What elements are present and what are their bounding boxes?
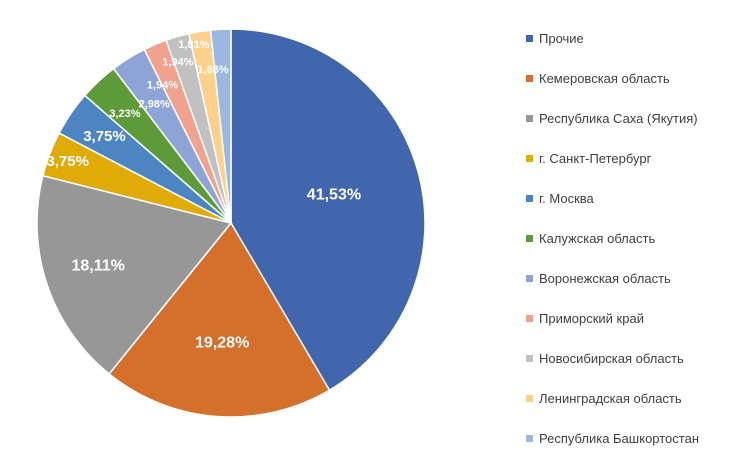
data-label-10: 1,81%: [178, 39, 209, 51]
data-label-6: 3,23%: [109, 108, 140, 120]
legend-item-6: Калужская область: [526, 218, 736, 258]
legend-label: Воронежская область: [539, 270, 671, 286]
legend-swatch: [526, 274, 533, 282]
data-label-7: 2,98%: [139, 98, 170, 110]
legend-item-7: Воронежская область: [526, 258, 736, 298]
legend-label: Республика Саха (Якутия): [539, 110, 698, 126]
legend-label: Кемеровская область: [539, 70, 670, 86]
pie-slice-3: [36, 174, 233, 376]
legend-swatch: [526, 34, 533, 42]
data-label-9: 1,94%: [162, 57, 193, 69]
legend-swatch: [526, 394, 533, 402]
legend-item-1: Прочие: [526, 18, 736, 58]
data-label-3: 18,11%: [72, 258, 125, 275]
legend-item-4: г. Санкт-Петербург: [526, 138, 736, 178]
pie-slice-11: [209, 28, 232, 224]
legend-label: Прочие: [539, 30, 584, 46]
pie-slice-1: [230, 28, 426, 392]
legend-item-2: Кемеровская область: [526, 58, 736, 98]
legend-swatch: [526, 74, 533, 82]
legend-item-9: Новосибирская область: [526, 338, 736, 378]
data-label-4: 3,75%: [46, 153, 89, 170]
legend-label: г. Санкт-Петербург: [539, 150, 652, 166]
legend-label: Приморский край: [539, 310, 644, 326]
legend-label: г. Москва: [539, 190, 594, 206]
pie-slice-2: [108, 221, 331, 418]
legend-label: Калужская область: [539, 230, 656, 246]
legend-label: Республика Башкортостан: [539, 430, 699, 446]
legend-swatch: [526, 354, 533, 362]
legend-swatch: [526, 434, 533, 442]
legend: Прочие Кемеровская область Республика Саха…: [526, 18, 736, 458]
legend-swatch: [526, 234, 533, 242]
legend-swatch: [526, 314, 533, 322]
data-label-5: 3,75%: [83, 128, 126, 145]
data-label-11: 1,68%: [197, 64, 228, 76]
legend-label: Ленинградская область: [539, 390, 682, 406]
legend-swatch: [526, 194, 533, 202]
legend-swatch: [526, 154, 533, 162]
legend-item-11: Республика Башкортостан: [526, 418, 736, 458]
legend-swatch: [526, 114, 533, 122]
legend-item-10: Ленинградская область: [526, 378, 736, 418]
data-label-1: 41,53%: [307, 186, 361, 203]
legend-item-3: Республика Саха (Якутия): [526, 98, 736, 138]
legend-item-8: Приморский край: [526, 298, 736, 338]
legend-item-5: г. Москва: [526, 178, 736, 218]
legend-label: Новосибирская область: [539, 350, 684, 366]
data-label-2: 19,28%: [195, 334, 249, 351]
data-label-8: 1,94%: [147, 80, 178, 92]
